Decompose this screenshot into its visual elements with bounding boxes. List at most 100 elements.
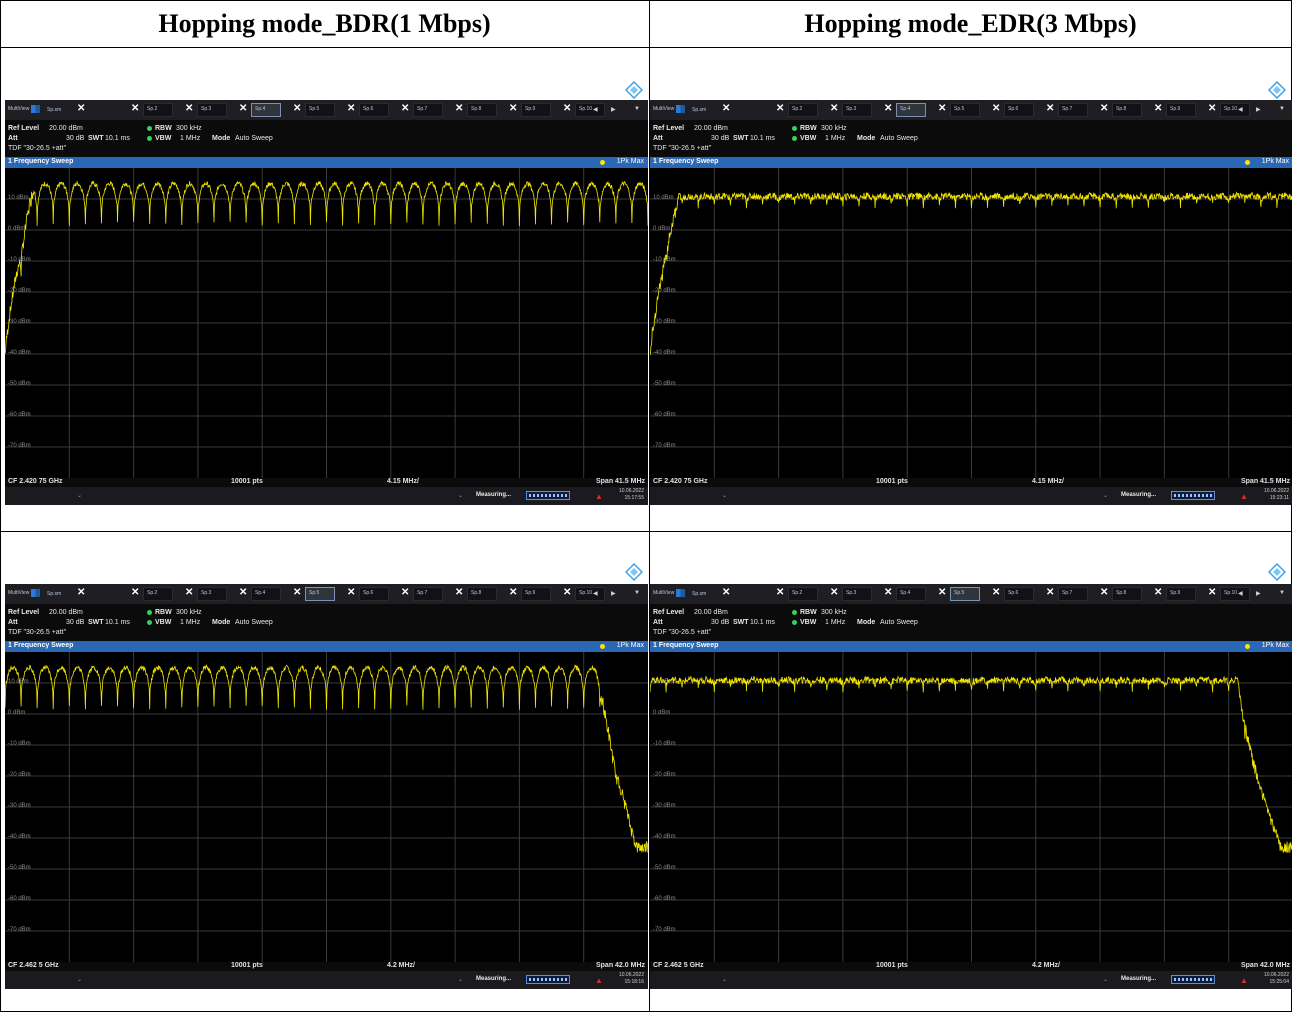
close-icon[interactable]: ✕ (830, 103, 839, 114)
close-icon[interactable]: ✕ (77, 587, 86, 598)
close-icon[interactable]: ✕ (239, 103, 248, 114)
tab-sp-8[interactable]: Sp.8 (1112, 587, 1142, 601)
rbw-label[interactable]: RBW (155, 609, 172, 616)
tab-sp-4[interactable]: Sp.4 (896, 587, 926, 601)
tab-sp-8[interactable]: Sp.8 (1112, 103, 1142, 117)
mode-label[interactable]: Mode (212, 135, 231, 142)
tab-sp-10[interactable]: Sp.10 (1220, 587, 1250, 601)
chevron-down-icon[interactable]: ⌄ (1103, 977, 1109, 983)
swt-value[interactable]: 10.1 ms (750, 135, 775, 142)
chevron-down-icon[interactable]: ⌄ (1103, 493, 1109, 499)
close-icon[interactable]: ✕ (1100, 103, 1109, 114)
center-frequency[interactable]: CF 2.420 75 GHz (8, 478, 63, 485)
close-icon[interactable]: ✕ (1100, 587, 1109, 598)
frequency-span[interactable]: Span 41.5 MHz (595, 478, 645, 485)
spectrum-plot[interactable]: 10 dBm 0 dBm -10 dBm -20 dBm -30 dBm -40 dBm -… (650, 652, 1292, 962)
close-icon[interactable]: ✕ (347, 103, 356, 114)
ref-level-value[interactable]: 20.00 dBm (694, 125, 728, 132)
chevron-down-icon[interactable]: ▼ (1279, 106, 1285, 112)
close-icon[interactable]: ✕ (563, 103, 572, 114)
multiview-grid-icon[interactable] (31, 105, 40, 113)
vbw-value[interactable]: 1 MHz (825, 619, 846, 626)
center-frequency[interactable]: CF 2.462 5 GHz (653, 962, 704, 969)
chevron-right-icon[interactable]: ▶ (611, 107, 616, 113)
tab-sp-7[interactable]: Sp.7 (413, 103, 443, 117)
network-status-icon[interactable]: ▲ (1240, 492, 1248, 501)
vbw-value[interactable]: 1 MHz (180, 619, 201, 626)
mode-label[interactable]: Mode (857, 619, 876, 626)
sweep-points[interactable]: 10001 pts (876, 478, 908, 485)
tab-sp-4[interactable]: Sp.4 (896, 103, 926, 117)
tab-sp-9[interactable]: Sp.9 (521, 103, 551, 117)
rbw-label[interactable]: RBW (800, 609, 817, 616)
tab-sp-9[interactable]: Sp.9 (1166, 103, 1196, 117)
ref-level-label[interactable]: Ref Level (653, 125, 685, 132)
ref-level-value[interactable]: 20.00 dBm (694, 609, 728, 616)
close-icon[interactable]: ✕ (563, 587, 572, 598)
tab-sp-5[interactable]: Sp.5 (305, 103, 335, 117)
swt-label[interactable]: SWT (88, 619, 104, 626)
mode-label[interactable]: Mode (857, 135, 876, 142)
close-icon[interactable]: ✕ (239, 587, 248, 598)
swt-label[interactable]: SWT (733, 619, 749, 626)
window-title-bar[interactable]: 1 Frequency Sweep 1Pk Max (5, 157, 648, 168)
close-icon[interactable]: ✕ (938, 587, 947, 598)
chevron-down-icon[interactable]: ⌄ (722, 977, 728, 983)
tab-sp-7[interactable]: Sp.7 (413, 587, 443, 601)
swt-value[interactable]: 10.1 ms (750, 619, 775, 626)
ref-level-value[interactable]: 20.00 dBm (49, 609, 83, 616)
chevron-right-icon[interactable]: ▶ (1256, 591, 1261, 597)
chevron-left-icon[interactable]: ◀ (1238, 591, 1243, 597)
window-title-bar[interactable]: 1 Frequency Sweep 1Pk Max (650, 641, 1292, 652)
att-label[interactable]: Att (8, 135, 18, 142)
multiview-label[interactable]: MultiView (653, 590, 675, 596)
close-icon[interactable]: ✕ (293, 103, 302, 114)
window-title-bar[interactable]: 1 Frequency Sweep 1Pk Max (650, 157, 1292, 168)
frequency-span[interactable]: Span 42.0 MHz (595, 962, 645, 969)
rbw-label[interactable]: RBW (155, 125, 172, 132)
network-status-icon[interactable]: ▲ (595, 976, 603, 985)
close-icon[interactable]: ✕ (722, 103, 731, 114)
ref-level-label[interactable]: Ref Level (8, 609, 40, 616)
tab-sp-6[interactable]: Sp.6 (1004, 103, 1034, 117)
sweep-points[interactable]: 10001 pts (231, 478, 263, 485)
tab-sp-sm[interactable]: Sp.sm (47, 591, 62, 597)
vbw-value[interactable]: 1 MHz (180, 135, 201, 142)
close-icon[interactable]: ✕ (722, 587, 731, 598)
close-icon[interactable]: ✕ (131, 587, 140, 598)
tab-sp-10[interactable]: Sp.10 (1220, 103, 1250, 117)
rbw-value[interactable]: 300 kHz (176, 609, 202, 616)
tab-sp-sm[interactable]: Sp.sm (692, 591, 707, 597)
tab-sp-6[interactable]: Sp.6 (359, 103, 389, 117)
tab-sp-5[interactable]: Sp.5 (950, 587, 980, 601)
close-icon[interactable]: ✕ (776, 587, 785, 598)
chevron-left-icon[interactable]: ◀ (1238, 107, 1243, 113)
close-icon[interactable]: ✕ (1154, 587, 1163, 598)
close-icon[interactable]: ✕ (992, 103, 1001, 114)
chevron-down-icon[interactable]: ⌄ (458, 493, 464, 499)
tab-sp-10[interactable]: Sp.10 (575, 587, 605, 601)
swt-label[interactable]: SWT (88, 135, 104, 142)
ref-level-label[interactable]: Ref Level (8, 125, 40, 132)
tab-sp-4[interactable]: Sp.4 (251, 587, 281, 601)
chevron-right-icon[interactable]: ▶ (611, 591, 616, 597)
vbw-label[interactable]: VBW (800, 135, 817, 142)
multiview-grid-icon[interactable] (676, 589, 685, 597)
chevron-left-icon[interactable]: ◀ (593, 107, 598, 113)
tab-sp-6[interactable]: Sp.6 (1004, 587, 1034, 601)
tab-sp-9[interactable]: Sp.9 (521, 587, 551, 601)
tab-sp-8[interactable]: Sp.8 (467, 587, 497, 601)
close-icon[interactable]: ✕ (185, 103, 194, 114)
close-icon[interactable]: ✕ (185, 587, 194, 598)
sweep-points[interactable]: 10001 pts (876, 962, 908, 969)
close-icon[interactable]: ✕ (131, 103, 140, 114)
tab-sp-2[interactable]: Sp.2 (143, 587, 173, 601)
close-icon[interactable]: ✕ (77, 103, 86, 114)
tab-sp-sm[interactable]: Sp.sm (47, 107, 62, 113)
multiview-label[interactable]: MultiView (8, 106, 30, 112)
tab-sp-sm[interactable]: Sp.sm (692, 107, 707, 113)
sweep-points[interactable]: 10001 pts (231, 962, 263, 969)
tab-sp-2[interactable]: Sp.2 (788, 103, 818, 117)
tab-sp-10[interactable]: Sp.10 (575, 103, 605, 117)
chevron-down-icon[interactable]: ⌄ (77, 977, 83, 983)
